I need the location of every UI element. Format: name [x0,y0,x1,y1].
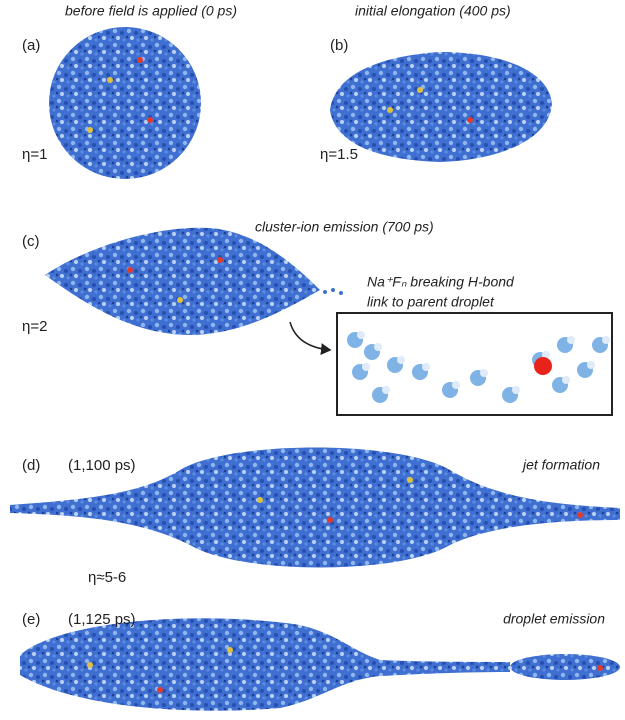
hydrogen [374,343,382,351]
droplets [10,27,620,711]
time: (1,125 ps) [68,611,136,628]
panel-tag: (b) [330,37,348,54]
panel-tag: (d) [22,457,40,474]
eta: η=1 [22,146,47,163]
inset-box [336,312,613,416]
ion [157,687,163,693]
hydrogen [382,386,390,394]
ion [127,267,133,273]
panel-tag: (e) [22,611,40,628]
inset-label: link to parent droplet [367,294,495,310]
molecule [331,288,335,292]
ion [407,477,413,483]
eta: η=1.5 [320,146,358,163]
ion [147,117,153,123]
hydrogen [562,376,570,384]
jet-e [20,618,510,711]
hydrogen [397,356,405,364]
hydrogen [422,363,430,371]
ion [107,77,113,83]
inset-molecules [347,331,610,403]
arrow [289,321,332,356]
panel-tag: (a) [22,37,40,54]
jet-d [10,447,620,568]
ion [577,512,583,518]
hydrogen [512,386,520,394]
caption: droplet emission [503,611,605,627]
ion [257,497,263,503]
hydrogen [452,381,460,389]
ion [177,297,183,303]
hydrogen [602,336,610,344]
ion [87,662,93,668]
droplet-a [49,27,201,179]
eta: η=2 [22,318,47,335]
caption: before field is applied (0 ps) [65,3,237,19]
panel-tag: (c) [22,233,40,250]
hydrogen [357,331,365,339]
molecule [323,290,327,294]
hydrogen [567,336,575,344]
ion [417,87,423,93]
molecule [339,291,343,295]
hydrogen [542,351,550,359]
ion [387,107,393,113]
emitted-droplet [510,654,620,680]
caption: jet formation [521,457,600,473]
ion [137,57,143,63]
ion [87,127,93,133]
eta: η≈5-6 [88,569,126,586]
ion [467,117,473,123]
caption: cluster-ion emission (700 ps) [255,219,434,235]
caption: initial elongation (400 ps) [355,3,511,19]
time: (1,100 ps) [68,457,136,474]
hydrogen [587,361,595,369]
droplet-c [45,227,320,335]
hydrogen [362,363,370,371]
hydrogen [480,369,488,377]
droplet-b [330,52,552,162]
ion [217,257,223,263]
ion [227,647,233,653]
inset-label: Na⁺Fₙ breaking H-bond [367,274,515,290]
ion [327,517,333,523]
ion [534,357,552,375]
ion [597,665,603,671]
